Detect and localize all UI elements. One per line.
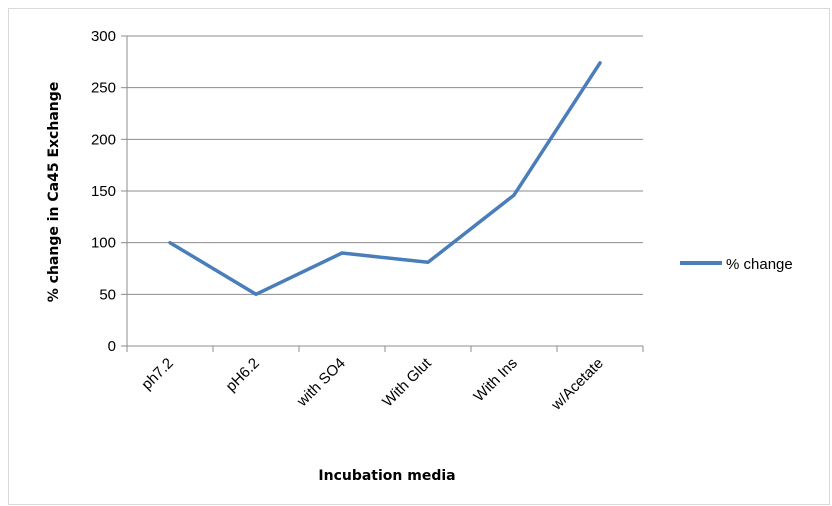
- y-tick-label: 250: [91, 80, 116, 97]
- x-tick-label: ph7.2: [138, 355, 177, 394]
- series-group: [168, 61, 602, 297]
- chart-frame: [8, 8, 830, 505]
- x-tick-label: pH6.2: [223, 355, 263, 395]
- x-axis: [126, 36, 644, 352]
- series-line: [168, 61, 602, 297]
- grid-lines: [121, 35, 643, 347]
- x-tick-label: With Glut: [379, 354, 435, 410]
- y-tick-label: 0: [108, 338, 116, 355]
- y-tick-label: 150: [91, 183, 116, 200]
- y-tick-label: 300: [91, 28, 116, 45]
- x-tick-label: with SO4: [293, 355, 349, 411]
- y-tick-label: 200: [91, 131, 116, 148]
- legend: % change: [680, 256, 793, 273]
- x-tick-label: w/Acetate: [548, 355, 607, 414]
- y-axis-title: % change in Ca45 Exchange: [46, 82, 62, 302]
- x-axis-title: Incubation media: [318, 468, 455, 484]
- y-tick-labels: 0 50 100 150 200 250 300: [91, 28, 116, 355]
- y-tick-label: 100: [91, 235, 116, 252]
- y-tick-label: 50: [99, 286, 116, 303]
- x-tick-label: With Ins: [470, 355, 520, 405]
- x-tick-labels: ph7.2 pH6.2 with SO4 With Glut With Ins w/Ace…: [138, 354, 607, 414]
- legend-label: % change: [726, 256, 793, 273]
